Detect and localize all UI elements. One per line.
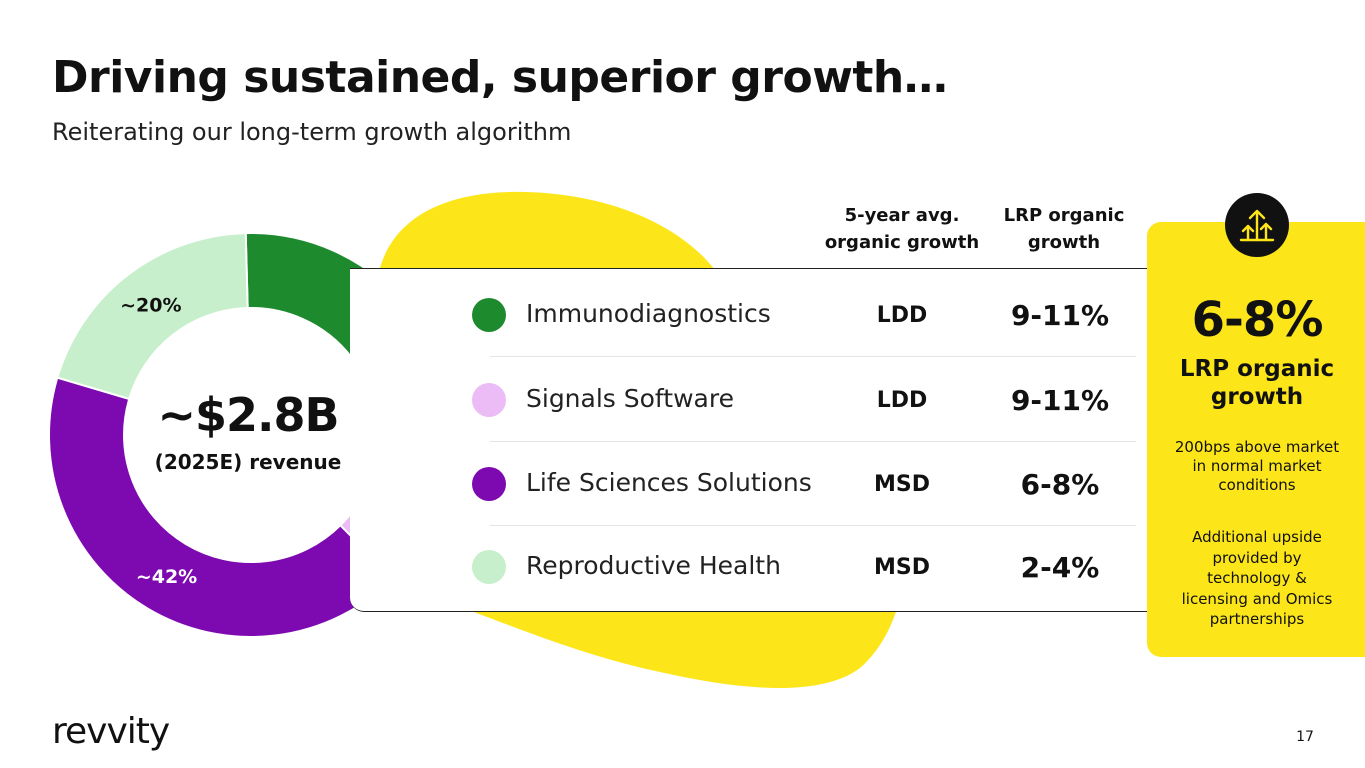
row-divider [490, 441, 1136, 442]
segment-lrp-growth: 6-8% [1020, 468, 1100, 501]
segment-avg-growth: LDD [876, 303, 928, 328]
growth-arrows-icon [1225, 193, 1289, 257]
row-divider [490, 356, 1136, 357]
table-row: Reproductive Health MSD 2-4% [350, 525, 1150, 609]
segment-name: Life Sciences Solutions [526, 468, 812, 497]
column-header-avg-line2: organic growth [824, 232, 980, 253]
column-header-lrp: LRP organic growth [994, 202, 1134, 256]
segment-lrp-growth: 9-11% [1010, 384, 1110, 417]
column-header-avg-line1: 5-year avg. [844, 205, 960, 226]
lrp-label-line2: growth [1210, 384, 1304, 410]
segment-lrp-growth: 9-11% [1010, 299, 1110, 332]
revvity-logo: revvity [52, 711, 170, 752]
page-number: 17 [1296, 729, 1314, 745]
lrp-summary-panel [1147, 222, 1365, 657]
table-row: Immunodiagnostics LDD 9-11% [350, 273, 1150, 357]
lrp-value: 6-8% [1191, 292, 1324, 348]
growth-arrows-icon-svg [1239, 209, 1275, 242]
row-divider [490, 525, 1136, 526]
donut-slice-reproductive-health [56, 232, 249, 401]
lrp-label: LRP organic growth [1147, 355, 1365, 411]
segment-name: Reproductive Health [526, 551, 781, 580]
donut-slice-label: ~20% [120, 294, 181, 316]
page-title: Driving sustained, superior growth… [52, 52, 948, 103]
column-header-lrp-line1: LRP organic [1003, 205, 1125, 226]
segment-lrp-growth: 2-4% [1020, 551, 1100, 584]
table-row: Life Sciences Solutions MSD 6-8% [350, 442, 1150, 526]
lrp-label-line1: LRP organic [1179, 356, 1335, 382]
column-header-lrp-line2: growth [1027, 232, 1101, 253]
legend-dot [472, 550, 506, 584]
donut-center-label: (2025E) revenue [154, 450, 342, 474]
segment-name: Signals Software [526, 384, 734, 413]
lrp-note-upside: Additional upside provided by technology… [1181, 528, 1333, 628]
segment-avg-growth: MSD [874, 555, 930, 580]
segment-table: Immunodiagnostics LDD 9-11% Signals Soft… [350, 268, 1150, 612]
donut-slice-label: ~42% [136, 566, 197, 588]
table-row: Signals Software LDD 9-11% [350, 358, 1150, 442]
legend-dot [472, 298, 506, 332]
segment-avg-growth: LDD [876, 388, 928, 413]
column-header-avg: 5-year avg. organic growth [822, 202, 982, 256]
donut-center-value: ~$2.8B [157, 388, 339, 442]
segment-name: Immunodiagnostics [526, 299, 771, 328]
lrp-note-market: 200bps above market in normal market con… [1174, 438, 1340, 494]
legend-dot [472, 383, 506, 417]
donut-slice-life-sciences-solutions [48, 376, 395, 638]
page-subtitle: Reiterating our long-term growth algorit… [52, 118, 572, 146]
legend-dot [472, 467, 506, 501]
segment-avg-growth: MSD [874, 472, 930, 497]
